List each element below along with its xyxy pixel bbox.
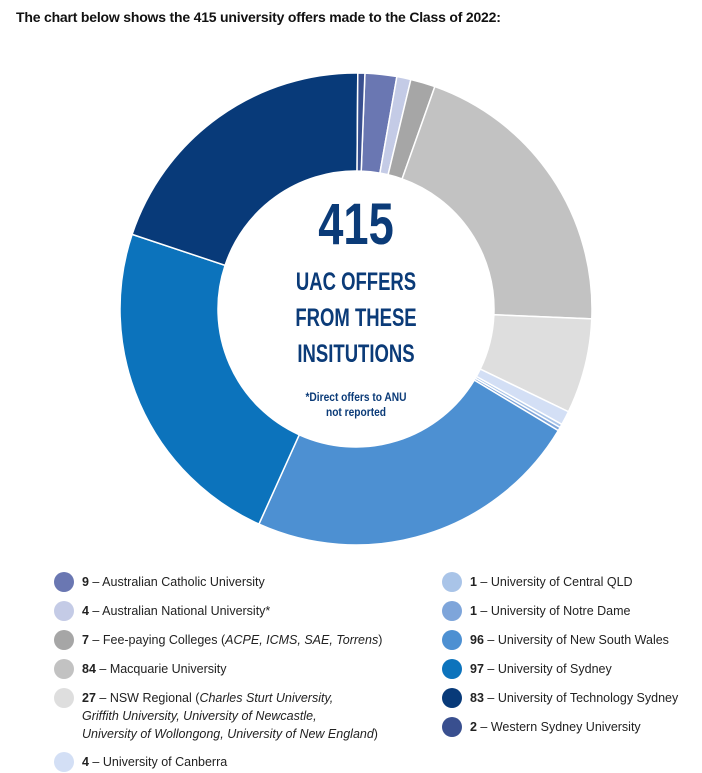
- donut-slice-10: [131, 72, 359, 267]
- legend-swatch: [54, 572, 74, 592]
- legend-text: 9 – Australian Catholic University: [82, 575, 265, 589]
- legend-text: 7 – Fee-paying Colleges (ACPE, ICMS, SAE…: [82, 633, 383, 647]
- legend-item-notre-dame: 1 – University of Notre Dame: [442, 601, 631, 621]
- legend-text: 4 – University of Canberra: [82, 755, 228, 769]
- total-offers-number: 415: [318, 192, 394, 257]
- legend-item-uts: 83 – University of Technology Sydney: [442, 688, 679, 708]
- legend-item-macquarie: 84 – Macquarie University: [54, 659, 227, 679]
- legend-text: 4 – Australian National University*: [82, 604, 271, 618]
- legend-swatch: [442, 572, 462, 592]
- legend-item-anu: 4 – Australian National University*: [54, 601, 271, 621]
- legend-swatch: [442, 630, 462, 650]
- legend-swatch: [54, 752, 74, 772]
- donut-slice-9: [119, 233, 301, 526]
- legend-item-acu: 9 – Australian Catholic University: [54, 572, 265, 592]
- legend-swatch: [442, 717, 462, 737]
- legend-item-canberra: 4 – University of Canberra: [54, 752, 228, 772]
- donut-slice-3: [401, 85, 593, 320]
- legend-swatch: [442, 688, 462, 708]
- legend-swatch: [54, 630, 74, 650]
- legend-text: 27 – NSW Regional (Charles Sturt Univers…: [82, 691, 378, 741]
- center-caption-line-2: FROM THESE: [295, 304, 417, 332]
- legend-text: 2 – Western Sydney University: [470, 720, 641, 734]
- donut-slice-8: [257, 379, 560, 546]
- legend-swatch: [54, 601, 74, 621]
- center-caption-line-1: UAC OFFERS: [295, 268, 417, 296]
- legend-text: 1 – University of Central QLD: [470, 575, 633, 589]
- center-footnote: *Direct offers to ANU not reported: [271, 390, 441, 420]
- legend-text: 97 – University of Sydney: [470, 662, 612, 676]
- donut-slice-11: [356, 72, 366, 172]
- legend-text: 96 – University of New South Wales: [470, 633, 669, 647]
- center-footnote-line-1: *Direct offers to ANU: [305, 390, 407, 404]
- legend-text: 1 – University of Notre Dame: [470, 604, 631, 618]
- legend-swatch: [54, 688, 74, 708]
- legend-item-nsw-regional: 27 – NSW Regional (Charles Sturt Univers…: [54, 688, 378, 743]
- donut-chart: [119, 72, 593, 546]
- legend-swatch: [442, 601, 462, 621]
- legend-text: 83 – University of Technology Sydney: [470, 691, 679, 705]
- legend-text: 84 – Macquarie University: [82, 662, 227, 676]
- legend-item-fee-paying: 7 – Fee-paying Colleges (ACPE, ICMS, SAE…: [54, 630, 383, 650]
- center-caption-line-3: INSITUTIONS: [297, 340, 415, 368]
- legend-swatch: [54, 659, 74, 679]
- legend-item-wsu: 2 – Western Sydney University: [442, 717, 641, 737]
- chart-header: The chart below shows the 415 university…: [16, 9, 501, 25]
- legend-item-usyd: 97 – University of Sydney: [442, 659, 612, 679]
- legend-swatch: [442, 659, 462, 679]
- legend-item-cqu: 1 – University of Central QLD: [442, 572, 633, 592]
- legend-item-unsw: 96 – University of New South Wales: [442, 630, 669, 650]
- center-caption: UAC OFFERS FROM THESE INSITUTIONS: [282, 264, 430, 372]
- center-footnote-line-2: not reported: [325, 405, 387, 419]
